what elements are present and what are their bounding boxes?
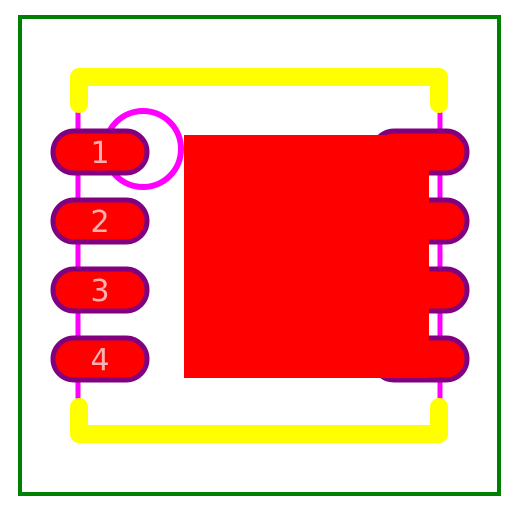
exposed-pad (184, 135, 429, 378)
left-pad-2-shape (50, 197, 150, 245)
silkscreen-top-bracket (70, 68, 448, 113)
silkscreen-bottom-bracket (70, 398, 448, 443)
left-pad-1: 1 (50, 128, 150, 176)
left-pad-2: 2 (50, 197, 150, 245)
left-pad-4: 4 (50, 335, 150, 383)
left-pad-column: 1 2 3 4 (50, 128, 150, 383)
left-pad-3: 3 (50, 266, 150, 314)
left-pad-1-shape (50, 128, 150, 176)
left-pad-3-shape (50, 266, 150, 314)
courtyard-outline (18, 15, 501, 496)
silkscreen-outline (70, 68, 448, 443)
pad-label: 3 (90, 274, 109, 309)
left-pad-4-shape (50, 335, 150, 383)
pad-label: 1 (90, 136, 109, 171)
pad-label: 2 (90, 205, 109, 240)
pad-label: 4 (90, 343, 109, 378)
